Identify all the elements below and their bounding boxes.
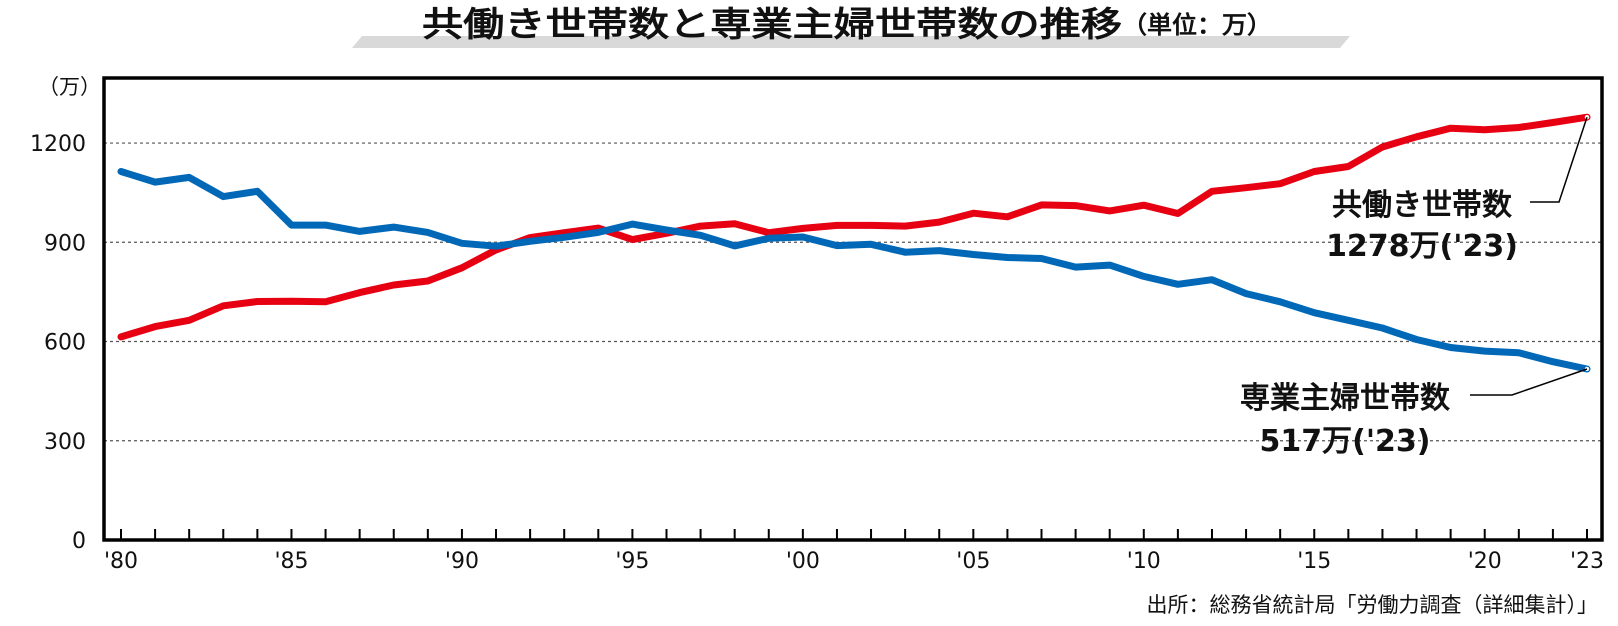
title-band [352,36,1350,48]
y-axis-ticks: 0 300 600 900 1200 [30,132,86,554]
annotation-leader-line [1470,368,1588,396]
y-tick-label: 900 [44,231,86,256]
y-tick-label: 300 [44,430,86,455]
annotation-value-label: 517万('23) [1260,424,1431,459]
x-tick-label: '23 [1570,549,1604,574]
chart-title-unit: （単位：万） [1122,11,1272,39]
gridlines [104,142,1602,442]
x-tick-label: '80 [104,549,138,574]
y-axis-unit-label: （万） [38,75,101,99]
chart-title: 共働き世帯数と専業主婦世帯数の推移 [422,5,1122,45]
annotation-value-label: 1278万('23) [1326,229,1518,264]
annotation-leader-line [1530,116,1588,203]
x-tick-label: '90 [445,549,479,574]
plot-frame [102,76,1604,542]
source-note: 出所：総務省統計局「労働力調査（詳細集計）」 [1147,593,1599,617]
x-tick-label: '10 [1127,549,1161,574]
y-tick-label: 600 [44,331,86,356]
x-tick-label: '00 [786,549,820,574]
series-line-dual-income [117,113,1591,341]
x-tick-label: '95 [615,549,649,574]
annotations: 共働き世帯数 1278万('23) 専業主婦世帯数 517万('23) [1240,116,1588,459]
x-tick-label: '05 [956,549,990,574]
series-line-housewife [117,168,1591,373]
annotation-series-label: 共働き世帯数 [1332,188,1513,223]
x-tick-label: '85 [274,549,308,574]
x-tick-label: '20 [1468,549,1502,574]
x-tick-label: '15 [1297,549,1331,574]
title-block: 共働き世帯数と専業主婦世帯数の推移 （単位：万） [352,5,1350,48]
y-tick-label: 0 [72,529,86,554]
y-tick-label: 1200 [30,132,86,157]
x-axis-ticks: '80 '85 '90 '95 '00 '05 '10 '15 '20 '23 [104,529,1604,574]
annotation-series-label: 専業主婦世帯数 [1240,381,1451,416]
